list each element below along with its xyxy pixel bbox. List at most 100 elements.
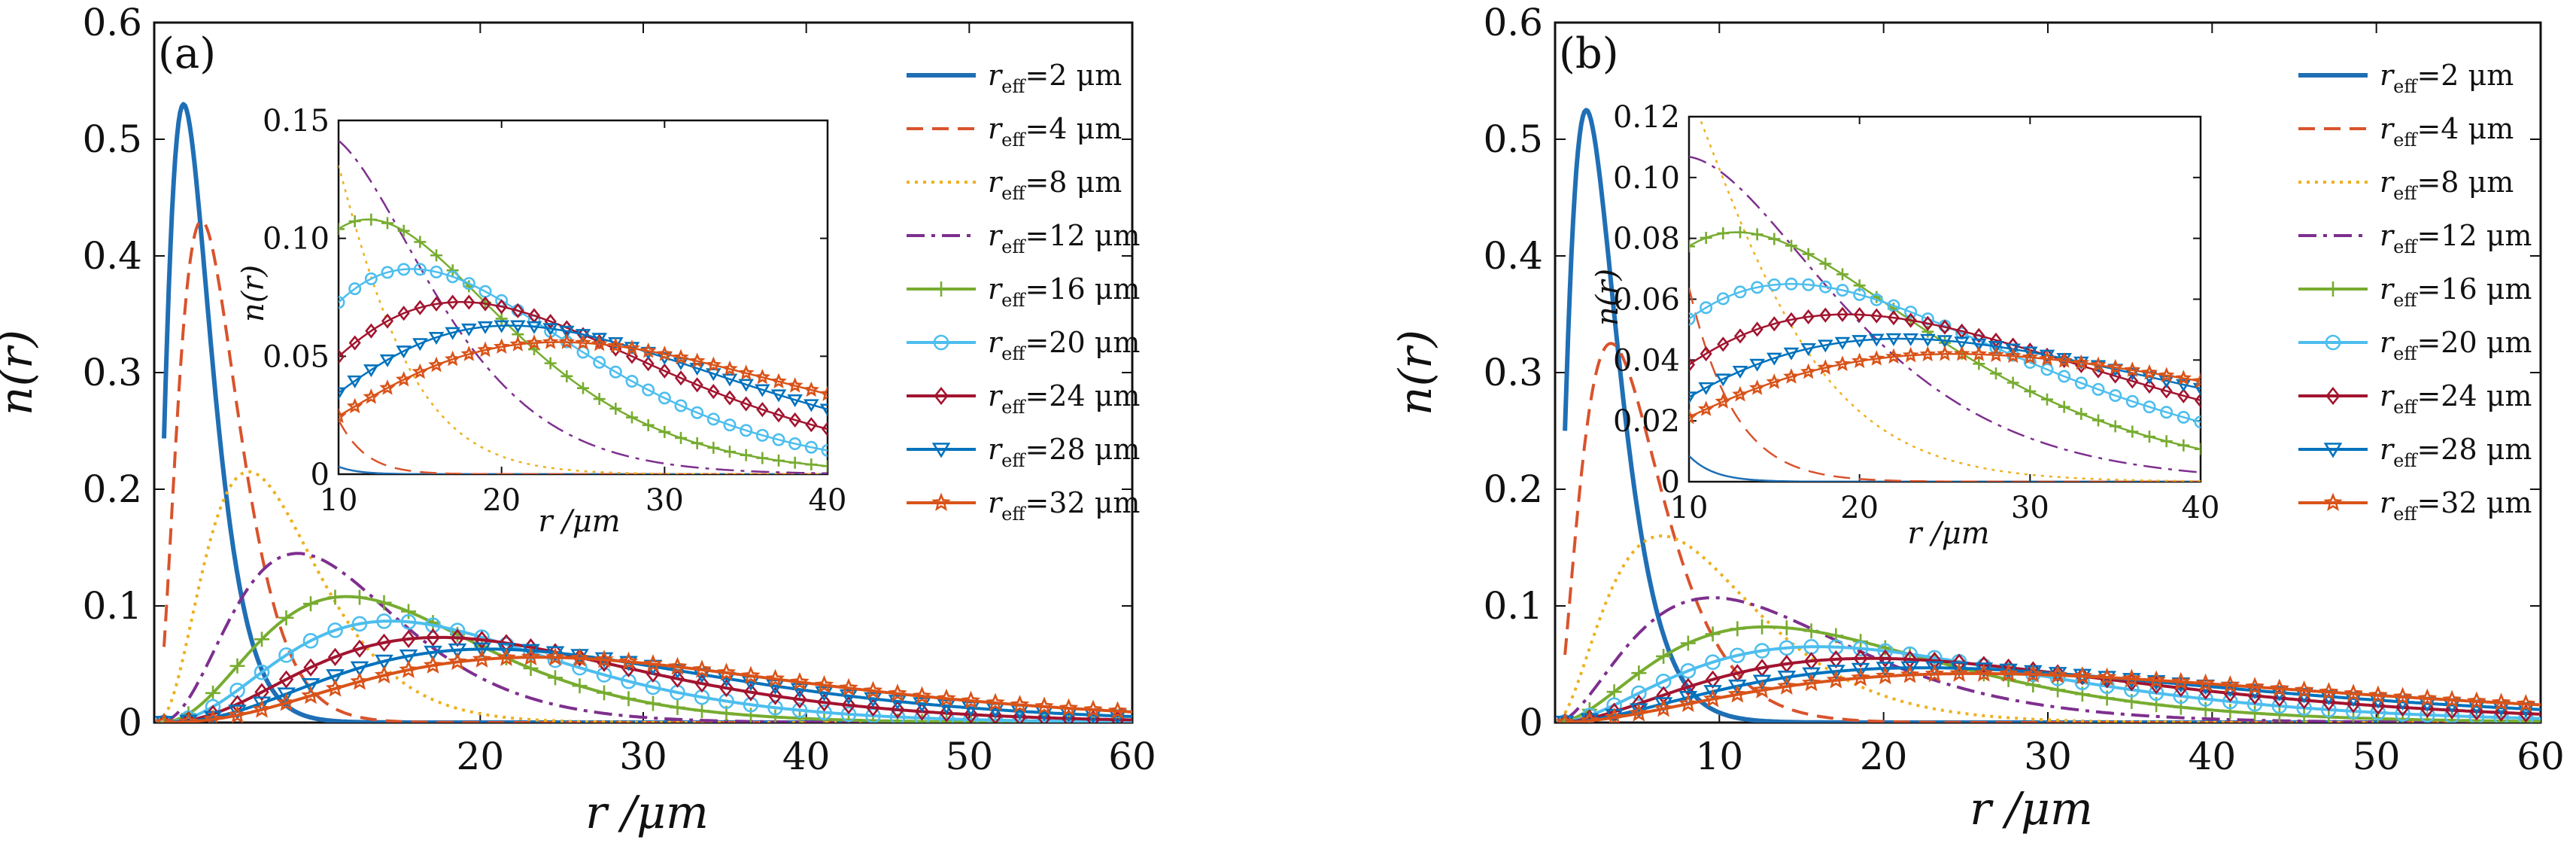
panel-b-main-data-point (1678, 693, 1698, 713)
panel-b-main-data-point (2518, 710, 2534, 723)
panel-b-inset-data-point (2004, 347, 2022, 364)
panel-a-main-data-point (181, 711, 196, 723)
panel-b-main-y-tick-label: 0.2 (1483, 467, 1543, 511)
panel-a-inset-data-point (591, 335, 608, 352)
panel-a-main-data-point (618, 651, 639, 671)
panel-b-inset-data-point (1766, 373, 1783, 389)
panel-a-inset-data-point (428, 356, 445, 373)
panel-a-y-axis-title: n(r) (0, 330, 43, 415)
panel-a-inset-data-point (363, 364, 379, 378)
panel-a-main-data-point (523, 660, 539, 676)
panel-b-main-data-point (1779, 620, 1794, 636)
panel-a-inset-data-point (658, 425, 671, 438)
panel-b-main-data-point (1949, 662, 1969, 677)
panel-b-inset-data-point (2192, 373, 2201, 388)
panel-a-legend-label: reff=16 μm (988, 272, 1140, 311)
panel-b-inset-data-point (1689, 357, 1696, 373)
panel-a-main-data-point (352, 589, 367, 605)
panel-a-main-data-point (1059, 698, 1079, 717)
panel-a-main-y-tick-label: 0.2 (82, 467, 142, 511)
panel-a-inset-data-point (526, 334, 542, 350)
panel-a-inset-data-point (339, 348, 345, 365)
panel-b-inset-data-point (1689, 408, 1697, 425)
panel-b-inset-data-point (2177, 439, 2190, 452)
panel-b-chart: 10 20 30 40 50 60 0 0.1 0.2 0.3 0.4 0.5 0.6 (b) n(r) r … (1390, 1, 2565, 835)
panel-b-inset-y-tick-label: 0.04 (1613, 343, 1680, 378)
panel-b-inset-data-point (1870, 293, 1883, 306)
panel-b-y-axis-title: n(r) (1390, 330, 1442, 415)
panel-a-main-data-point (302, 633, 319, 649)
panel-a-main-data-point (890, 700, 905, 719)
panel-a-main-data-point (864, 692, 882, 708)
panel-b-inset-data-point (2058, 400, 2070, 413)
panel-a-main-data-point (839, 689, 858, 705)
panel-a-main-data-point (351, 616, 368, 632)
panel-a-main-data-point (325, 678, 345, 697)
panel-b-x-axis-title: r /μm (1970, 783, 2093, 835)
panel-b-inset-data-point (1734, 226, 1746, 239)
panel-b-main-data-point (2073, 666, 2092, 685)
panel-a-inset-data-point (691, 377, 703, 393)
panel-b-main-data-point (1925, 661, 1944, 677)
panel-b-inset-data-point (1919, 345, 1937, 362)
panel-b-main-data-point (1580, 711, 1599, 723)
panel-b-main-y-tick-label: 0.5 (1483, 117, 1543, 161)
panel-b-main-data-point (2493, 709, 2509, 723)
panel-a-legend-label: reff=12 μm (988, 219, 1140, 257)
panel-a-inset-data-point (707, 384, 720, 400)
panel-a-inset-data-point (803, 381, 820, 397)
panel-a-main-data-point (1036, 713, 1053, 723)
panel-a-inset-data-point (773, 454, 785, 467)
panel-b-legend-marker (2323, 443, 2343, 458)
panel-a-inset-data-point (642, 418, 655, 431)
panel-a-inset-data-point (347, 375, 363, 388)
panel-b-main-data-point (2270, 678, 2289, 697)
panel-a-main-x-tick-label: 60 (1108, 735, 1156, 778)
panel-a-inset-data-point (821, 421, 828, 437)
panel-b-inset-data-point (1920, 333, 1936, 347)
panel-b-inset-data-point (1836, 268, 1848, 281)
panel-a-inset-data-point (509, 336, 527, 352)
panel-b-inset-data-point (1732, 385, 1748, 402)
panel-b-legend-label: reff=2 μm (2380, 59, 2514, 97)
panel-b-inset-data-point (2160, 406, 2174, 419)
panel-a-inset-x-axis-title: r /μm (538, 504, 620, 539)
panel-a-main-series-line (162, 102, 1132, 723)
panel-b-main-data-point (2321, 692, 2337, 712)
panel-a-main-data-point (276, 692, 296, 711)
panel-b-inset-data-point (1783, 368, 1800, 384)
panel-b-legend-label: reff=24 μm (2380, 379, 2532, 418)
panel-b-inset-data-point (1834, 355, 1851, 372)
panel-b-main-data-point (1705, 654, 1721, 671)
panel-a-main-data-point (670, 699, 685, 715)
panel-b-main-data-point (2296, 708, 2312, 723)
panel-b-main-data-point (1801, 673, 1821, 692)
panel-a-main-data-point (743, 708, 758, 723)
panel-a-main-data-point (425, 628, 441, 647)
panel-b-inset-data-point (1768, 316, 1781, 332)
panel-a-main-data-point (670, 669, 685, 688)
panel-b-inset-data-point (2126, 373, 2139, 389)
panel-b-inset-data-point (1689, 312, 1696, 326)
panel-b-inset-data-point (1970, 345, 1988, 361)
panel-a-inset-data-point (478, 296, 492, 312)
panel-a-inset-data-point (639, 342, 657, 358)
panel-b-inset-data-point (2058, 370, 2071, 383)
panel-b-main-data-point (1777, 671, 1797, 686)
panel-b-main-data-point (2469, 702, 2484, 721)
panel-a-inset-data-point (495, 299, 508, 315)
panel-a-inset-data-point (805, 458, 818, 471)
panel-a-inset-data-point (414, 236, 427, 248)
panel-a-inset-data-point (674, 399, 688, 412)
panel-a-main-data-point (767, 686, 783, 705)
panel-a-main-data-point (1083, 699, 1103, 718)
panel-a-inset-data-point (658, 363, 671, 379)
panel-a-main-y-tick-label: 0.4 (82, 234, 142, 278)
panel-b-inset-data-point (1733, 328, 1747, 344)
panel-b-inset-data-point (1834, 336, 1851, 350)
panel-a-main-data-point (401, 629, 416, 649)
panel-a-inset-data-point (625, 374, 639, 388)
panel-b-main-data-point (2467, 691, 2486, 710)
panel-b-main-data-point (2392, 686, 2413, 705)
panel-a-main-data-point (376, 595, 392, 610)
